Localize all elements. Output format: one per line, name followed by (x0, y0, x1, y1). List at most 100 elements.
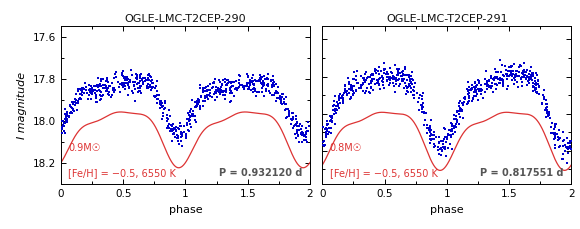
Point (118, 83, 127, 87)
Point (400, 77, 409, 81)
Point (428, 137, 437, 141)
Point (252, 95, 261, 98)
Point (298, 130, 307, 134)
Point (84, 88, 93, 92)
Point (510, 73, 520, 76)
Point (302, 130, 311, 134)
Point (329, 104, 338, 107)
Point (193, 102, 202, 106)
Point (260, 78, 269, 81)
Point (259, 74, 269, 78)
Point (390, 85, 399, 88)
Point (223, 83, 232, 87)
Point (89, 89, 98, 93)
Point (382, 75, 392, 79)
Point (323, 122, 332, 125)
Point (404, 82, 413, 85)
Point (408, 93, 417, 96)
Point (119, 81, 128, 85)
Point (123, 93, 132, 96)
Point (558, 140, 567, 143)
Point (504, 69, 513, 73)
Point (234, 78, 243, 82)
Point (96, 90, 106, 94)
Point (226, 80, 235, 84)
Point (63, 119, 72, 123)
Point (135, 75, 144, 79)
Point (120, 75, 129, 79)
Point (282, 115, 292, 119)
Point (498, 77, 507, 81)
Point (467, 99, 477, 103)
Point (550, 143, 560, 147)
Point (418, 97, 427, 101)
Point (230, 87, 240, 91)
Point (75, 92, 85, 96)
Point (263, 82, 273, 85)
Point (393, 69, 403, 73)
Point (506, 65, 516, 68)
Point (549, 131, 558, 135)
Point (198, 88, 208, 92)
Point (531, 83, 541, 87)
Point (74, 101, 83, 105)
Point (377, 70, 386, 73)
Point (458, 116, 467, 120)
Point (434, 141, 444, 145)
Point (340, 92, 349, 95)
Point (93, 76, 102, 80)
Point (225, 92, 234, 95)
Point (282, 107, 292, 111)
Point (445, 134, 454, 137)
Point (379, 68, 389, 72)
Point (196, 95, 205, 99)
Point (104, 90, 114, 94)
Point (74, 97, 84, 101)
Point (96, 80, 106, 83)
Point (393, 73, 402, 77)
Point (405, 77, 415, 81)
Point (543, 112, 553, 115)
Point (68, 102, 77, 105)
Point (242, 84, 252, 87)
Point (520, 74, 529, 77)
Point (143, 76, 152, 80)
Point (88, 93, 97, 96)
Point (177, 131, 187, 134)
Point (173, 136, 182, 139)
Point (404, 75, 414, 79)
Point (219, 89, 229, 93)
Point (393, 73, 403, 77)
Point (77, 90, 86, 94)
Point (160, 107, 169, 111)
Point (495, 76, 505, 80)
Point (127, 73, 136, 76)
Point (91, 101, 100, 104)
Point (213, 86, 222, 90)
Point (518, 80, 527, 83)
Point (262, 89, 271, 92)
Point (79, 91, 89, 95)
Point (438, 146, 448, 149)
Point (68, 107, 78, 110)
Point (230, 94, 239, 98)
Point (220, 93, 230, 97)
Point (124, 78, 133, 81)
Point (524, 72, 534, 75)
Point (528, 84, 538, 88)
Point (345, 81, 354, 84)
Point (221, 88, 230, 92)
Point (248, 87, 258, 91)
Point (292, 124, 302, 128)
Point (134, 89, 143, 93)
Point (125, 79, 135, 82)
Point (350, 84, 359, 88)
Point (466, 88, 476, 92)
Point (456, 107, 465, 111)
Point (299, 134, 309, 137)
Text: P = 0.932120 d: P = 0.932120 d (219, 168, 302, 178)
Point (502, 74, 512, 78)
Point (77, 92, 86, 96)
Point (190, 118, 200, 122)
Point (271, 82, 281, 86)
